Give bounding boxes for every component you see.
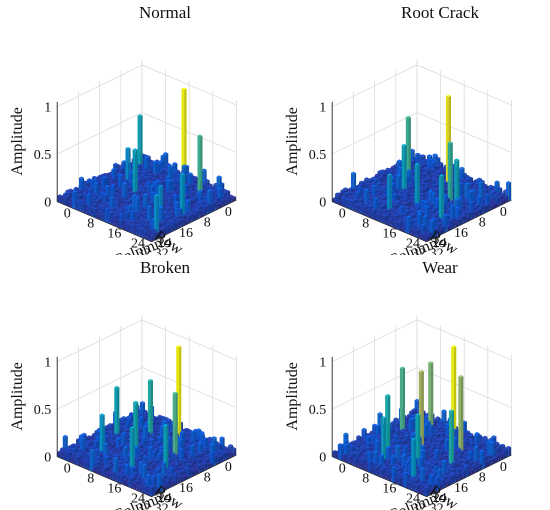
row-tick-label: 0 <box>500 460 507 475</box>
bar <box>399 366 405 436</box>
column-tick-label: 16 <box>382 227 396 242</box>
z-axis-label: Amplitude <box>284 362 301 430</box>
chart-panel-wear: 0 0.5 1 0 8 16 24 32 0 8 16 24 32 Amplitude Row Column W… <box>275 255 550 510</box>
column-tick-label: 8 <box>87 472 94 487</box>
column-tick-label: 8 <box>362 217 369 232</box>
column-tick-label: 16 <box>107 227 121 242</box>
z-tick-label: 0.5 <box>309 403 327 418</box>
z-tick-label: 1 <box>319 101 326 116</box>
chart-normal: 00.510816243208162432AmplitudeRowColumnN… <box>9 3 237 255</box>
chart-title: Wear <box>422 258 458 277</box>
chart-title: Root Crack <box>401 3 479 22</box>
row-tick-label: 16 <box>454 226 468 241</box>
row-tick-label: 8 <box>479 470 486 485</box>
row-tick-label: 24 <box>158 236 172 251</box>
bar <box>387 173 393 214</box>
bar <box>447 141 453 206</box>
bars <box>57 87 237 242</box>
row-tick-label: 8 <box>479 215 486 230</box>
z-axis-label: Amplitude <box>9 362 26 430</box>
row-tick-label: 0 <box>225 460 232 475</box>
chart-panel-normal: 0 0.5 1 0 8 16 24 32 0 8 16 24 32 Amplitude Row Column N… <box>0 0 275 255</box>
column-tick-label: 0 <box>64 207 71 222</box>
row-tick-label: 8 <box>204 215 211 230</box>
z-tick-label: 0 <box>44 451 51 466</box>
bar <box>132 148 138 199</box>
row-tick-label: 8 <box>204 470 211 485</box>
bar <box>137 114 143 169</box>
bar <box>153 194 159 237</box>
z-tick-label: 0.5 <box>34 403 52 418</box>
bar <box>179 173 185 219</box>
column-tick-label: 0 <box>339 462 346 477</box>
bar <box>448 409 454 471</box>
bar <box>134 196 140 216</box>
column-tick-label: 16 <box>382 482 396 497</box>
z-tick-label: 0.5 <box>34 148 52 163</box>
column-tick-label: 16 <box>107 482 121 497</box>
z-axis-label: Amplitude <box>9 107 26 175</box>
row-tick-label: 0 <box>225 205 232 220</box>
z-tick-label: 0 <box>44 196 51 211</box>
z-tick-label: 0.5 <box>309 148 327 163</box>
z-tick-label: 1 <box>44 356 51 371</box>
chart-panel-root-crack: 0 0.5 1 0 8 16 24 32 0 8 16 24 32 Amplitude Row Column R… <box>275 0 550 255</box>
row-tick-label: 0 <box>500 205 507 220</box>
bars <box>332 94 512 242</box>
chart-wear: 00.510816243208162432AmplitudeRowColumnW… <box>284 258 512 510</box>
z-axis-label: Amplitude <box>284 107 301 175</box>
chart-root-crack: 00.510816243208162432AmplitudeRowColumnR… <box>284 3 512 255</box>
z-tick-label: 1 <box>44 101 51 116</box>
column-tick-label: 0 <box>64 462 71 477</box>
row-tick-label: 32 <box>137 247 151 255</box>
bar <box>458 375 464 456</box>
row-tick-label: 16 <box>179 226 193 241</box>
bar <box>92 207 98 218</box>
z-tick-label: 0 <box>319 451 326 466</box>
bar <box>401 143 407 196</box>
column-tick-label: 8 <box>362 472 369 487</box>
chart-title: Normal <box>139 3 191 22</box>
column-tick-label: 8 <box>87 217 94 232</box>
bar <box>147 379 153 441</box>
bar <box>172 391 178 461</box>
bar <box>148 234 154 242</box>
row-tick-label: 16 <box>179 481 193 496</box>
row-tick-label: 16 <box>454 481 468 496</box>
z-tick-label: 0 <box>319 196 326 211</box>
column-tick-label: 32 <box>155 247 169 255</box>
column-tick-label: 24 <box>131 237 145 252</box>
column-tick-label: 0 <box>339 207 346 222</box>
bar <box>197 134 203 202</box>
chart-broken: 00.510816243208162432AmplitudeRowColumnB… <box>9 258 237 510</box>
bar <box>114 385 120 441</box>
z-tick-label: 1 <box>319 356 326 371</box>
chart-title: Broken <box>140 258 191 277</box>
chart-panel-broken: 0 0.5 1 0 8 16 24 32 0 8 16 24 32 Amplitude Row Column B… <box>0 255 275 510</box>
bar <box>181 87 187 185</box>
